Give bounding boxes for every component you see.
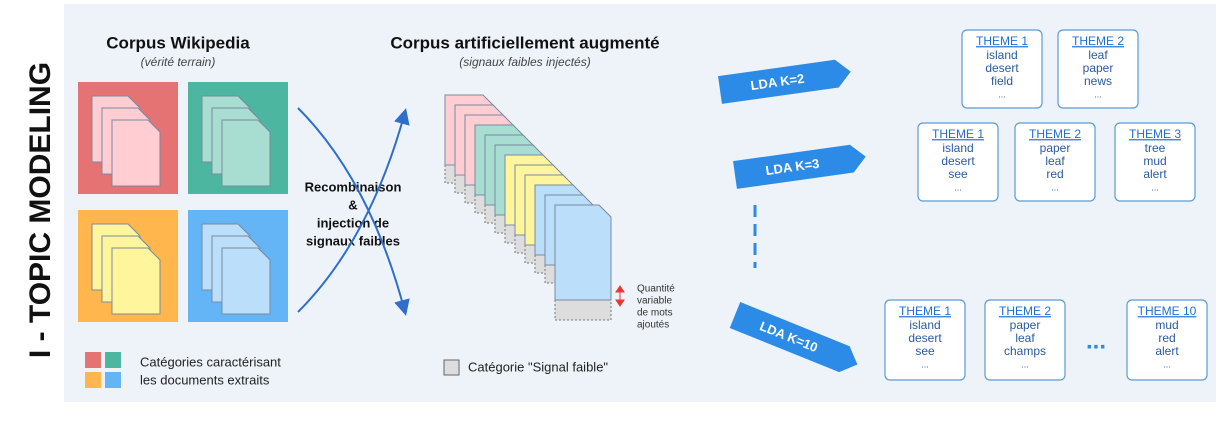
quantity-note: variable	[637, 296, 672, 307]
legend-text: Catégories caractérisant	[140, 354, 281, 369]
theme-box	[1057, 29, 1139, 109]
theme-title: THEME 2	[1029, 127, 1081, 141]
legend-swatch	[105, 352, 121, 368]
theme-word: paper	[1040, 141, 1071, 155]
theme-word: ...	[998, 89, 1006, 99]
quantity-arrow	[615, 285, 625, 307]
theme-word: island	[986, 48, 1017, 62]
page	[221, 247, 271, 315]
theme-word: ...	[1094, 89, 1102, 99]
page	[111, 247, 161, 315]
theme-word: island	[909, 318, 940, 332]
page	[221, 119, 271, 187]
signal-swatch	[443, 359, 460, 376]
theme-box	[1014, 122, 1096, 202]
theme-title: THEME 1	[899, 304, 951, 318]
legend-swatch	[105, 372, 121, 388]
theme-word: field	[991, 74, 1013, 88]
process-text: &	[348, 197, 357, 212]
lda-banner: LDA K=2	[718, 59, 851, 104]
theme-box	[917, 122, 999, 202]
corpus-title: Corpus Wikipedia	[106, 33, 250, 52]
theme-word: alert	[1155, 344, 1179, 358]
banner-shape	[733, 144, 866, 189]
theme-word: champs	[1004, 344, 1046, 358]
theme-word: ...	[921, 359, 929, 369]
banner-shape	[729, 302, 858, 373]
theme-title: THEME 1	[932, 127, 984, 141]
legend-swatch	[85, 372, 101, 388]
ellipsis: ...	[1086, 327, 1106, 354]
theme-title: THEME 3	[1129, 127, 1181, 141]
theme-word: tree	[1145, 141, 1166, 155]
theme-word: leaf	[1088, 48, 1108, 62]
theme-box	[884, 299, 966, 381]
theme-word: see	[915, 344, 935, 358]
page	[554, 204, 612, 301]
theme-word: ...	[1021, 359, 1029, 369]
theme-word: leaf	[1015, 331, 1035, 345]
signal-part	[554, 297, 612, 321]
quantity-note: ajoutés	[637, 320, 669, 331]
theme-word: ...	[1051, 182, 1059, 192]
theme-word: ...	[1151, 182, 1159, 192]
page	[111, 119, 161, 187]
arrow	[297, 108, 410, 313]
theme-word: desert	[908, 331, 942, 345]
augmented-title: Corpus artificiellement augmenté	[390, 33, 659, 52]
theme-box	[984, 299, 1066, 381]
theme-box	[1114, 122, 1196, 202]
arrow	[297, 107, 410, 316]
legend-swatch	[85, 352, 101, 368]
process-text: injection de	[317, 215, 389, 230]
theme-word: desert	[941, 154, 975, 168]
theme-title: THEME 1	[976, 34, 1028, 48]
side-title: I - TOPIC MODELING	[24, 62, 57, 358]
theme-word: desert	[985, 61, 1019, 75]
lda-label: LDA K=2	[750, 71, 806, 93]
legend-text: les documents extraits	[140, 372, 270, 387]
theme-word: leaf	[1045, 154, 1065, 168]
augmented-subtitle: (signaux faibles injectés)	[459, 55, 590, 69]
corpus-subtitle: (vérité terrain)	[141, 55, 216, 69]
theme-word: ...	[954, 182, 962, 192]
lda-banner: LDA K=3	[733, 144, 866, 189]
theme-word: news	[1084, 74, 1112, 88]
theme-word: ...	[1163, 359, 1171, 369]
theme-word: red	[1046, 167, 1063, 181]
theme-word: alert	[1143, 167, 1167, 181]
theme-title: THEME 10	[1138, 304, 1197, 318]
theme-word: paper	[1010, 318, 1041, 332]
theme-word: paper	[1083, 61, 1114, 75]
quantity-note: Quantité	[637, 284, 675, 295]
legend-signal: Catégorie "Signal faible"	[468, 359, 608, 374]
theme-word: see	[948, 167, 968, 181]
theme-box	[1126, 299, 1208, 381]
theme-word: mud	[1155, 318, 1178, 332]
theme-title: THEME 2	[1072, 34, 1124, 48]
quantity-note: de mots	[637, 308, 673, 319]
lda-label: LDA K=3	[765, 156, 821, 178]
theme-word: red	[1158, 331, 1175, 345]
theme-box	[961, 29, 1043, 109]
theme-word: mud	[1143, 154, 1166, 168]
theme-word: island	[942, 141, 973, 155]
theme-title: THEME 2	[999, 304, 1051, 318]
banner-shape	[718, 59, 851, 104]
